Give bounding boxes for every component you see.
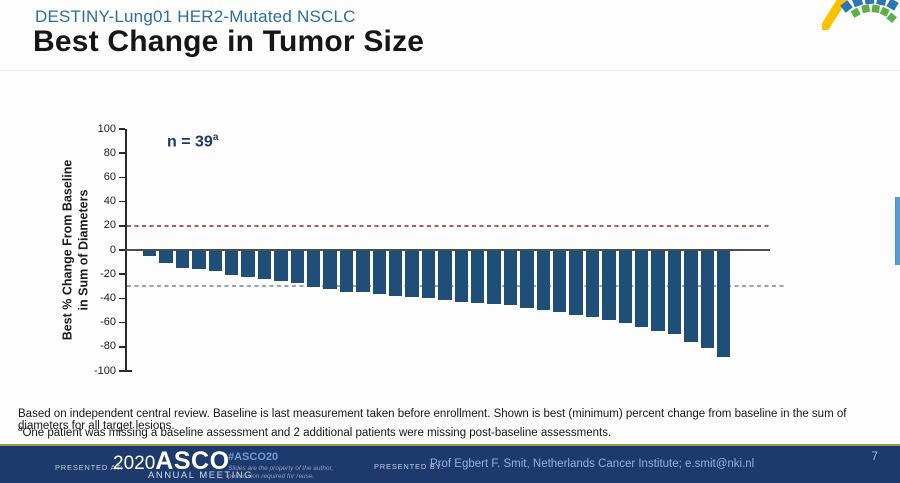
- waterfall-bar: [700, 250, 714, 348]
- waterfall-bar: [487, 250, 501, 304]
- waterfall-bar: [225, 250, 239, 275]
- y-tick-mark: [119, 128, 125, 130]
- waterfall-bar: [471, 250, 485, 303]
- waterfall-bar: [372, 250, 386, 295]
- zero-baseline: [125, 249, 770, 251]
- footer-bar: PRESENTED AT: 2020ASCO ANNUAL MEETING #A…: [0, 444, 900, 483]
- y-tick-mark: [119, 152, 125, 154]
- footnote-line1: Based on independent central review. Bas…: [18, 408, 847, 432]
- waterfall-bar: [651, 250, 665, 331]
- waterfall-bar: [192, 250, 206, 269]
- y-tick-label: -20: [100, 267, 116, 280]
- header-divider: [0, 70, 900, 71]
- waterfall-bar: [569, 250, 583, 315]
- waterfall-bar: [290, 250, 304, 284]
- y-tick-label: 100: [97, 122, 116, 135]
- waterfall-bar: [274, 250, 288, 281]
- y-tick-label: -60: [100, 316, 116, 329]
- waterfall-bar: [143, 250, 157, 256]
- waterfall-bar: [553, 250, 567, 313]
- waterfall-bar: [323, 250, 337, 290]
- waterfall-bar: [438, 250, 452, 301]
- asco-logo-year: 2020: [113, 453, 156, 474]
- waterfall-bar: [339, 250, 354, 292]
- y-tick-label: 0: [109, 243, 116, 256]
- progressive-disease-threshold-line: [127, 224, 770, 227]
- waterfall-bar: [257, 250, 272, 279]
- scrollbar-thumb[interactable]: [895, 197, 900, 265]
- y-tick-mark: [119, 249, 125, 251]
- y-axis-foot: [125, 370, 132, 372]
- y-tick-label: 60: [103, 170, 116, 183]
- asco-logo-name: ASCO: [155, 447, 230, 475]
- y-tick-label: 40: [103, 195, 116, 208]
- y-tick-mark: [119, 176, 125, 179]
- waterfall-bar: [175, 250, 190, 268]
- logo-arc-icon: [822, 0, 899, 30]
- study-subtitle: DESTINY-Lung01 HER2-Mutated NSCLC: [35, 7, 356, 26]
- waterfall-bar: [454, 250, 468, 302]
- waterfall-bar: [159, 250, 173, 263]
- asco-meeting-logo-icon: [822, 0, 900, 30]
- y-tick-label: 80: [103, 146, 116, 159]
- waterfall-bar: [667, 250, 682, 335]
- y-tick-label: -100: [93, 364, 116, 377]
- waterfall-bar: [503, 250, 518, 306]
- waterfall-bar: [241, 250, 255, 278]
- asco-logo-subtitle: ANNUAL MEETING: [148, 470, 254, 481]
- presented-at-label: PRESENTED AT:: [55, 463, 124, 472]
- page-title: Best Change in Tumor Size: [33, 25, 425, 58]
- presenter-name: Prof Egbert F. Smit, Netherlands Cancer …: [430, 458, 755, 470]
- y-tick-mark: [119, 321, 125, 324]
- waterfall-bar: [520, 250, 534, 308]
- presented-by-label: PRESENTED BY:: [374, 462, 445, 471]
- slide-disclaimer: Slides are the property of the author, p…: [228, 465, 334, 481]
- n-annotation: n = 39a: [167, 132, 219, 151]
- footnote-line2: aOne patient was missing a baseline asse…: [18, 424, 612, 439]
- waterfall-bar: [585, 250, 600, 318]
- hashtag: #ASCO20: [228, 451, 279, 463]
- waterfall-bar: [602, 250, 616, 320]
- waterfall-bar: [421, 250, 436, 298]
- waterfall-bar: [536, 250, 550, 311]
- waterfall-bar: [618, 250, 632, 324]
- waterfall-bar: [635, 250, 649, 327]
- waterfall-bar: [389, 250, 403, 296]
- waterfall-bar: [208, 250, 222, 272]
- waterfall-plot: Best % Change From Baseline in Sum of Di…: [60, 123, 787, 377]
- asco-logo: 2020ASCO: [113, 447, 230, 476]
- waterfall-bar: [307, 250, 321, 288]
- y-tick-mark: [119, 225, 125, 227]
- y-tick-mark: [119, 346, 125, 348]
- waterfall-bar: [356, 250, 370, 292]
- y-tick-mark: [119, 370, 125, 372]
- y-tick-mark: [119, 273, 125, 275]
- y-tick-label: -40: [100, 291, 116, 304]
- y-tick-mark: [119, 200, 125, 203]
- page-number: 7: [871, 449, 878, 463]
- waterfall-bar: [405, 250, 419, 297]
- waterfall-bar: [684, 250, 698, 342]
- y-tick-label: -80: [100, 340, 116, 353]
- y-tick-label: 20: [103, 219, 116, 232]
- waterfall-bar: [717, 250, 731, 358]
- y-tick-mark: [119, 297, 125, 300]
